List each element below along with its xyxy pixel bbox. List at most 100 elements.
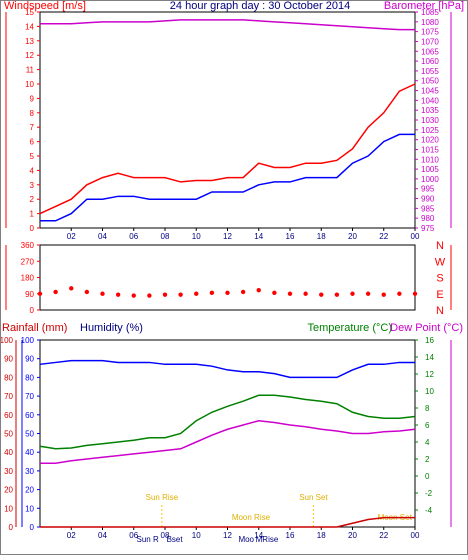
rain-y-tick-label: 10 xyxy=(4,504,13,513)
baro-y-tick-label: 1080 xyxy=(421,18,439,27)
sun-rise-short-label: Sun R xyxy=(137,535,159,544)
direction-point xyxy=(115,292,121,297)
moon-rise-short-label: Moo xyxy=(238,535,254,544)
direction-point xyxy=(225,290,230,296)
wind-x-tick-label: 18 xyxy=(317,232,326,241)
humidity-y-tick-label: 80 xyxy=(25,373,34,382)
direction-point xyxy=(412,291,418,296)
baro-y-tick-label: 1000 xyxy=(421,175,439,184)
baro-y-tick-label: 980 xyxy=(421,214,435,223)
baro-y-tick-label: 1040 xyxy=(421,96,439,105)
direction-point xyxy=(319,292,324,297)
rain-axis-title: Rainfall (mm) xyxy=(2,322,67,334)
baro-axis-title: Barometer [hPa] xyxy=(384,0,464,12)
direction-point xyxy=(37,291,43,296)
baro-y-tick-label: 1050 xyxy=(421,77,439,86)
wind-x-tick-label: 08 xyxy=(161,232,170,241)
wind-y-tick-label: 4 xyxy=(30,166,35,175)
temp-y-tick-label: 14 xyxy=(425,353,434,362)
baro-y-tick-label: 1060 xyxy=(421,57,439,66)
direction-y-tick-label: 180 xyxy=(21,274,35,283)
temp-y-tick-label: -4 xyxy=(425,506,433,515)
humidity-y-tick-label: 90 xyxy=(25,355,34,364)
series-line-rainfall xyxy=(40,516,415,528)
rain-y-tick-label: 90 xyxy=(4,355,13,364)
direction-point xyxy=(84,289,90,295)
climate-x-tick-label: 12 xyxy=(223,531,232,540)
wind-x-tick-label: 16 xyxy=(286,232,295,241)
wind-y-tick-label: 1 xyxy=(30,210,35,219)
rain-y-tick-label: 30 xyxy=(4,467,13,476)
wind-y-tick-label: 14 xyxy=(25,22,34,31)
rain-y-tick-label: 40 xyxy=(4,448,13,457)
moon-set-short-label: MRise xyxy=(256,535,279,544)
wind-y-tick-label: 11 xyxy=(26,66,35,75)
series-line-humidity xyxy=(39,359,415,379)
sun-set-short-label: Bset xyxy=(167,535,184,544)
baro-y-tick-label: 1035 xyxy=(421,106,439,115)
direction-point xyxy=(209,290,215,296)
direction-point xyxy=(381,292,386,297)
temp-y-tick-label: 16 xyxy=(425,336,434,345)
temp-y-tick-label: 4 xyxy=(425,438,430,447)
direction-point xyxy=(365,291,371,296)
rain-y-tick-label: 70 xyxy=(4,392,13,401)
direction-point xyxy=(272,290,277,296)
wind-y-tick-label: 5 xyxy=(30,152,35,161)
baro-y-tick-label: 1075 xyxy=(421,28,439,37)
temp-y-tick-label: 2 xyxy=(425,455,430,464)
climate-x-tick-label: 00 xyxy=(411,531,420,540)
humidity-y-tick-label: 70 xyxy=(25,392,34,401)
baro-y-tick-label: 1010 xyxy=(421,155,439,164)
baro-y-tick-label: 1020 xyxy=(421,136,439,145)
wind-x-tick-label: 12 xyxy=(223,232,232,241)
direction-point xyxy=(53,289,58,295)
baro-y-tick-label: 1030 xyxy=(421,116,439,125)
wind-x-tick-label: 06 xyxy=(129,232,138,241)
climate-x-tick-label: 14 xyxy=(254,531,263,540)
rain-y-tick-label: 50 xyxy=(4,430,13,439)
baro-y-tick-label: 995 xyxy=(421,185,435,194)
direction-point xyxy=(287,291,293,296)
wind-x-tick-label: 22 xyxy=(379,232,388,241)
temp-y-tick-label: 10 xyxy=(425,387,434,396)
humidity-y-tick-label: 20 xyxy=(25,486,34,495)
wind-x-tick-label: 02 xyxy=(67,232,76,241)
compass-label: W xyxy=(435,256,446,268)
climate-x-tick-label: 02 xyxy=(67,531,76,540)
direction-point xyxy=(256,287,261,293)
wind-y-tick-label: 12 xyxy=(25,51,34,60)
humidity-y-tick-label: 60 xyxy=(25,411,34,420)
direction-y-tick-label: 0 xyxy=(30,306,35,315)
direction-y-tick-label: 360 xyxy=(21,241,35,250)
wind-y-tick-label: 10 xyxy=(25,80,34,89)
wind-axis-title: Windspeed [m/s] xyxy=(4,0,86,12)
baro-y-tick-label: 985 xyxy=(421,204,435,213)
climate-x-tick-label: 06 xyxy=(129,531,138,540)
series-line-barometer xyxy=(40,19,415,31)
series-line-dew-point xyxy=(40,419,416,464)
baro-y-tick-label: 1005 xyxy=(421,165,439,174)
climate-x-tick-label: 04 xyxy=(98,531,107,540)
direction-point xyxy=(303,291,308,296)
direction-point xyxy=(334,292,340,297)
wind-y-tick-label: 6 xyxy=(30,138,35,147)
wind-y-tick-label: 13 xyxy=(25,37,34,46)
compass-label: S xyxy=(436,273,443,285)
wind-y-tick-label: 7 xyxy=(30,123,35,132)
direction-point xyxy=(397,291,402,296)
wind-x-tick-label: 00 xyxy=(411,232,420,241)
humidity-y-tick-label: 40 xyxy=(25,448,34,457)
compass-label: N xyxy=(436,305,444,317)
wind-y-tick-label: 2 xyxy=(30,195,35,204)
moon-rise-label: Moon Rise xyxy=(232,513,271,522)
dewpoint-axis-title: Dew Point (°C) xyxy=(390,322,463,334)
baro-y-tick-label: 1045 xyxy=(421,87,439,96)
chart-title: 24 hour graph day : 30 October 2014 xyxy=(170,0,350,12)
climate-x-tick-label: 08 xyxy=(161,531,170,540)
humidity-axis-title: Humidity (%) xyxy=(80,322,143,334)
humidity-y-tick-label: 10 xyxy=(25,504,34,513)
sun-rise-label: Sun Rise xyxy=(146,493,179,502)
humidity-y-tick-label: 30 xyxy=(25,467,34,476)
direction-panel-plot-area xyxy=(39,244,416,311)
